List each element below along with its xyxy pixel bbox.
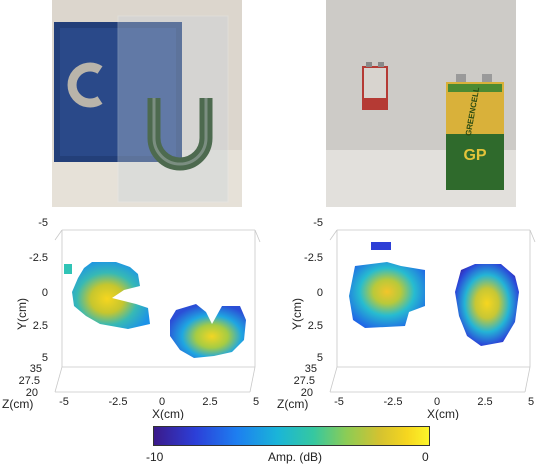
right-ytick-1: -2.5 — [304, 252, 323, 264]
right-xtick-2: 0 — [434, 396, 440, 408]
colorbar: -10 Amp. (dB) 0 — [140, 424, 440, 468]
heatmap-c-blob — [72, 262, 150, 329]
right-x-axis-label: X(cm) — [427, 407, 459, 420]
right-xtick-0: -5 — [334, 396, 344, 408]
right-xtick-1: -2.5 — [384, 396, 403, 408]
left-y-axis-label: Y(cm) — [15, 298, 29, 330]
colorbar-min-label: -10 — [146, 450, 164, 464]
photo-letters-c-u — [52, 0, 242, 207]
left-ztick-1: 27.5 — [19, 375, 40, 387]
right-ytick-2: 0 — [317, 287, 323, 299]
right-ztick-0: 35 — [305, 363, 317, 375]
heatmap-small-speck — [371, 242, 391, 250]
left-ytick-3: 2.5 — [33, 320, 48, 332]
left-xtick-2: 0 — [159, 396, 165, 408]
battery-brand-text: GP — [463, 147, 486, 164]
left-ztick-2: 20 — [26, 387, 38, 399]
left-ytick-1: -2.5 — [29, 252, 48, 264]
heatmap-small-battery-blob — [349, 262, 425, 328]
colorbar-title: Amp. (dB) — [268, 450, 323, 464]
left-xtick-3: 2.5 — [202, 396, 217, 408]
heatmap-small-speck — [64, 264, 72, 274]
left-ytick-0: -5 — [38, 217, 48, 229]
heatmap-u-blob — [170, 304, 246, 358]
left-z-axis-label: Z(cm) — [2, 397, 33, 411]
right-ytick-4: 5 — [317, 352, 323, 364]
right-ytick-0: -5 — [313, 217, 323, 229]
left-ytick-2: 0 — [42, 287, 48, 299]
plot-left-svg: Y(cm) -5 -2.5 0 2.5 5 35 27.5 20 Z(cm) -… — [2, 217, 261, 421]
left-ytick-4: 5 — [42, 352, 48, 364]
plot-left-c-u: Y(cm) -5 -2.5 0 2.5 5 35 27.5 20 Z(cm) -… — [0, 212, 275, 421]
left-xtick-1: -2.5 — [109, 396, 128, 408]
left-xtick-4: 5 — [253, 396, 259, 408]
colorbar-gradient — [153, 426, 430, 446]
heatmap-large-battery-blob — [455, 264, 519, 346]
right-ytick-3: 2.5 — [308, 320, 323, 332]
right-ztick-1: 27.5 — [294, 375, 315, 387]
photo-batteries-graphic: GP GREENCELL — [326, 0, 516, 207]
photo-letters-c-u-graphic — [52, 0, 242, 207]
plot-right-svg: Y(cm) -5 -2.5 0 2.5 5 35 27.5 20 Z(cm) -… — [277, 217, 536, 421]
right-y-axis-label: Y(cm) — [290, 298, 304, 330]
left-xtick-0: -5 — [59, 396, 69, 408]
right-ztick-2: 20 — [301, 387, 313, 399]
right-xtick-4: 5 — [528, 396, 534, 408]
plot-right-batteries: Y(cm) -5 -2.5 0 2.5 5 35 27.5 20 Z(cm) -… — [275, 212, 550, 421]
left-x-axis-label: X(cm) — [152, 407, 184, 420]
right-z-axis-label: Z(cm) — [277, 397, 308, 411]
left-ztick-0: 35 — [30, 363, 42, 375]
photo-batteries: GP GREENCELL — [326, 0, 516, 207]
colorbar-max-label: 0 — [422, 450, 429, 464]
right-xtick-3: 2.5 — [477, 396, 492, 408]
